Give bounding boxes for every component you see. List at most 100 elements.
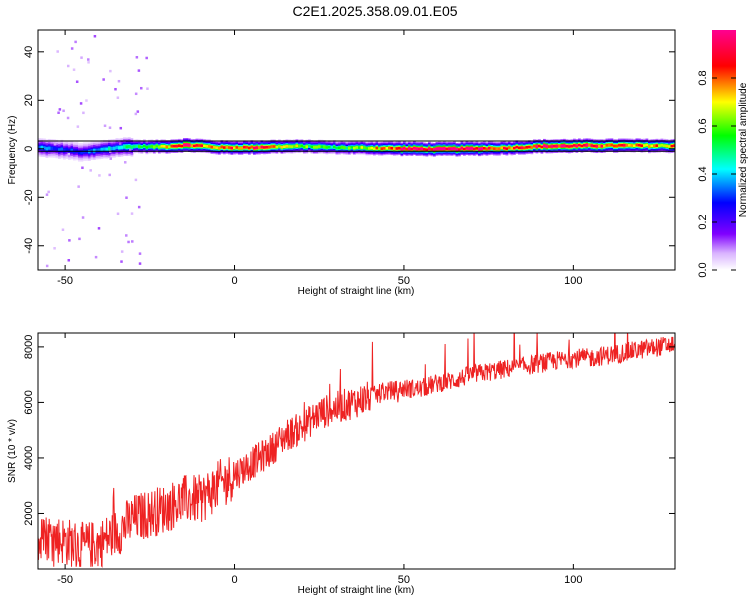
- spectrogram-noise-cell: [97, 227, 101, 230]
- spectrogram-x-ticks: -50 0 50 100: [57, 30, 583, 287]
- spectrogram-cell: [58, 148, 61, 152]
- reference-lines: [38, 140, 675, 152]
- spectrogram-cell: [620, 143, 624, 147]
- spectrogram-cell: [233, 146, 236, 150]
- spectrogram-cell: [425, 148, 429, 152]
- spectrogram-noise-cell: [125, 234, 128, 237]
- spectrogram-cell: [530, 146, 534, 149]
- spectrogram-noise-cell: [70, 47, 74, 50]
- y-tick-label: 6000: [23, 390, 35, 414]
- spectrogram-cell: [125, 145, 129, 149]
- spectrogram-cell: [385, 146, 389, 150]
- spectrogram-cell: [218, 146, 221, 150]
- spectrogram-noise-cell: [119, 126, 123, 130]
- spectrogram-cell: [180, 144, 184, 148]
- spectrogram-cell: [113, 146, 116, 150]
- spectrogram-noise-cell: [47, 190, 50, 194]
- spectrogram-cell: [205, 144, 209, 148]
- spectrogram-cell: [173, 144, 176, 148]
- snr-panel: -50 0 50 100 2000 4000 6000 8000 Height of str…: [7, 332, 676, 596]
- spectrogram-cell: [628, 143, 631, 147]
- spectrogram-cell: [473, 147, 476, 151]
- spectrogram-noise-cell: [134, 178, 138, 182]
- spectrogram-cell: [383, 147, 386, 150]
- spectrogram-noise-cell: [135, 56, 139, 59]
- spectrogram-cell: [585, 143, 589, 147]
- spectrogram-cell: [293, 145, 296, 148]
- spectrogram-cell: [120, 145, 124, 149]
- spectrogram-cell: [483, 146, 486, 150]
- spectrogram-cell: [455, 148, 459, 152]
- spectrogram-cell: [278, 144, 281, 148]
- spectrogram-cell: [413, 146, 416, 150]
- spectrogram-cell: [358, 146, 361, 149]
- spectrogram-noise-cell: [80, 56, 83, 59]
- spectrogram-noise-cell: [103, 124, 107, 128]
- spectrogram-cell: [570, 144, 574, 148]
- spectrogram-noise-cell: [45, 193, 49, 196]
- spectrogram-cell: [638, 143, 641, 147]
- spectrogram-cell: [605, 143, 609, 147]
- spectrogram-cell: [565, 144, 569, 148]
- spectrogram-noise-cell: [134, 92, 138, 96]
- spectrogram-cell: [48, 146, 51, 150]
- spectrogram-cell: [578, 143, 581, 147]
- spectrogram-cell: [538, 144, 541, 148]
- spectrogram-cell: [365, 147, 369, 150]
- spectrogram-cell: [640, 144, 644, 148]
- spectrogram-cell: [543, 144, 546, 148]
- colorbar-tick-label: 0.6: [697, 118, 709, 133]
- spectrogram-cell: [568, 145, 571, 148]
- spectrogram-cell: [228, 146, 231, 149]
- spectrogram-cell: [560, 144, 564, 148]
- spectrogram-cell: [160, 144, 164, 148]
- spectrogram-cell: [163, 145, 166, 148]
- spectrogram-noise-cell: [56, 50, 59, 53]
- spectrogram-cell: [415, 147, 419, 151]
- spectrogram-noise-cell: [53, 247, 56, 250]
- x-tick-label: 0: [231, 275, 237, 287]
- spectrogram-cell: [220, 145, 224, 149]
- spectrogram-cell: [225, 145, 229, 149]
- spectrogram-cell: [320, 145, 324, 148]
- colorbar: 0.0 0.2 0.4 0.6 0.8 Normalized spectral ampl…: [697, 30, 749, 278]
- spectrogram-cell: [378, 147, 381, 151]
- spectrogram-cell: [665, 144, 669, 148]
- spectrogram-cell: [360, 146, 364, 149]
- spectrogram-cell: [338, 146, 341, 150]
- snr-y-ticks: 2000 4000 6000 8000: [23, 335, 675, 526]
- spectrogram-cell: [520, 146, 524, 150]
- spectrogram-cell: [63, 148, 66, 152]
- spectrogram-cell: [40, 146, 44, 150]
- spectrogram-noise-cell: [61, 228, 65, 231]
- spectrogram-cell: [300, 144, 304, 148]
- spectrogram-cell: [175, 144, 179, 148]
- spectrogram-cell: [370, 146, 374, 150]
- spectrogram-noise-cell: [81, 166, 84, 170]
- spectrogram-cell: [488, 146, 491, 150]
- spectrogram-cell: [450, 147, 454, 151]
- spectrogram-cell: [625, 143, 629, 147]
- spectrogram-cell: [60, 147, 64, 151]
- spectrogram-cell: [78, 150, 81, 154]
- spectrogram-cell: [65, 148, 69, 152]
- spectrogram-cell: [253, 146, 256, 150]
- spectrogram-cell: [505, 147, 509, 151]
- spectrogram-cell: [110, 146, 114, 151]
- spectrogram-cell: [480, 147, 484, 151]
- spectrogram-cell: [105, 147, 109, 151]
- spectrogram-cell: [203, 144, 206, 148]
- spectrogram-noise-cell: [67, 259, 71, 262]
- spectrogram-noise-cell: [53, 142, 57, 146]
- spectrogram-cell: [135, 144, 139, 148]
- spectrogram-noise-cell: [98, 174, 101, 177]
- spectrogram-noise-cell: [125, 196, 128, 199]
- spectrogram-noise-cell: [77, 185, 80, 188]
- spectrogram-noise-cell: [140, 86, 143, 90]
- spectrogram-cell: [108, 147, 111, 151]
- spectrogram-cell: [558, 144, 561, 148]
- spectrogram-cell: [128, 144, 131, 149]
- spectrogram-cell: [243, 145, 246, 149]
- spectrogram-cell: [510, 147, 514, 150]
- spectrogram-cell: [453, 147, 456, 150]
